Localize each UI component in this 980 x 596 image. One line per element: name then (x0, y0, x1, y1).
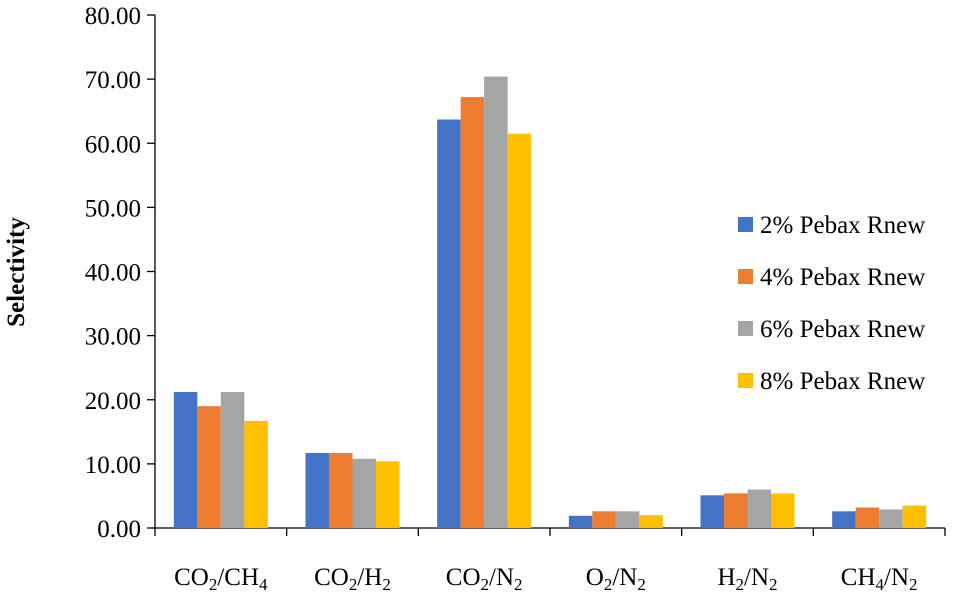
bar (568, 515, 593, 528)
bar (352, 458, 376, 528)
x-tick-label: O2/N2 (586, 564, 646, 591)
y-tick-label: 40.00 (85, 260, 141, 287)
legend-label: 8% Pebax Rnew (760, 368, 925, 395)
legend-swatch (738, 217, 753, 232)
bar (173, 392, 198, 528)
x-tick-label: CO2/CH4 (174, 564, 268, 591)
bar (700, 495, 724, 528)
bar (724, 493, 748, 528)
y-axis-label: Selectivity (3, 217, 30, 327)
bar (460, 97, 485, 528)
y-tick-label: 80.00 (85, 3, 141, 30)
bar (484, 76, 508, 528)
bar (879, 509, 903, 528)
y-tick-label: 70.00 (85, 67, 141, 94)
legend-label: 4% Pebax Rnew (760, 264, 925, 291)
bar (244, 420, 268, 528)
bar (376, 461, 400, 528)
bar (855, 507, 880, 528)
legend-label: 6% Pebax Rnew (760, 316, 925, 343)
bar (329, 452, 353, 528)
x-tick-label: CO2/H2 (314, 564, 391, 591)
bars (173, 76, 927, 529)
bar (747, 489, 771, 528)
y-tick-label: 0.00 (97, 516, 141, 543)
axes: 0.00 10.00 20.00 30.00 40.00 50.00 60.00 70.00 8… (85, 3, 946, 543)
bar (771, 493, 795, 528)
category-labels: CO2/CH4 CO2/H2 CO2/N2 O2/N2 H2/N2 CH4/N2 (174, 564, 918, 594)
x-tick-label: CH4/N2 (841, 564, 918, 591)
bar (507, 133, 532, 528)
bar (592, 511, 616, 528)
y-tick-label: 20.00 (85, 388, 141, 415)
y-tick-label: 10.00 (85, 452, 141, 479)
bar (832, 511, 856, 528)
legend: 2% Pebax Rnew 4% Pebax Rnew 6% Pebax Rnew 8… (738, 212, 925, 395)
bar (220, 392, 245, 528)
bar (437, 119, 461, 529)
legend-swatch (738, 321, 753, 336)
legend-swatch (738, 269, 753, 284)
x-tick-label: H2/N2 (717, 564, 777, 591)
legend-label: 2% Pebax Rnew (760, 212, 925, 239)
x-tick-label: CO2/N2 (446, 564, 523, 591)
bar (197, 406, 221, 528)
y-tick-label: 60.00 (85, 131, 141, 158)
y-tick-label: 30.00 (85, 324, 141, 351)
bar (902, 505, 927, 528)
bar (305, 452, 329, 528)
bar (639, 515, 663, 528)
legend-swatch (738, 373, 753, 388)
y-tick-label: 50.00 (85, 195, 141, 222)
bar (615, 511, 640, 528)
